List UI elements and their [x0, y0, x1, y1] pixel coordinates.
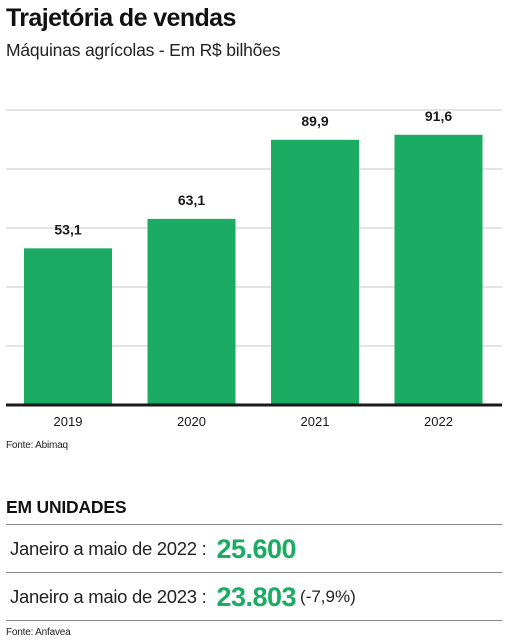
divider [6, 572, 502, 573]
units-row-2023: Janeiro a maio de 2023 : 23.803 (-7,9%) [10, 577, 502, 617]
value-label-2022: 91,6 [425, 108, 452, 124]
chart-subtitle: Máquinas agrícolas - Em R$ bilhões [6, 40, 281, 60]
units-row-change: (-7,9%) [300, 587, 356, 606]
value-label-2020: 63,1 [178, 192, 205, 208]
value-label-2021: 89,9 [301, 113, 328, 129]
units-row-label: Janeiro a maio de 2023 : [10, 586, 207, 607]
chart-title: Trajetória de vendas [6, 4, 236, 32]
units-source: Fonte: Anfavea [6, 627, 71, 638]
bar-chart: 53,1 63,1 89,9 91,6 2019 2020 2021 2022 [6, 108, 502, 429]
x-tick-label-2019: 2019 [54, 414, 83, 429]
x-tick-labels: 2019 2020 2021 2022 [54, 414, 453, 429]
bar-2020 [147, 218, 236, 405]
chart-source: Fonte: Abimaq [6, 440, 68, 451]
value-labels: 53,1 63,1 89,9 91,6 [54, 108, 452, 238]
x-tick-label-2021: 2021 [301, 414, 330, 429]
bar-2021 [271, 139, 359, 406]
units-row-value: 23.803 [216, 581, 297, 612]
x-tick-label-2020: 2020 [177, 414, 206, 429]
divider [6, 524, 502, 525]
value-label-2019: 53,1 [54, 221, 81, 237]
units-section-title: EM UNIDADES [6, 497, 127, 517]
units-row-label: Janeiro a maio de 2022 : [10, 538, 207, 559]
bar-2019 [24, 248, 112, 405]
units-row-value: 25.600 [216, 533, 297, 564]
bar-2022 [394, 134, 483, 405]
x-tick-label-2022: 2022 [424, 414, 453, 429]
divider [6, 620, 502, 621]
bars [24, 134, 483, 406]
units-row-2022: Janeiro a maio de 2022 : 25.600 [10, 529, 502, 569]
